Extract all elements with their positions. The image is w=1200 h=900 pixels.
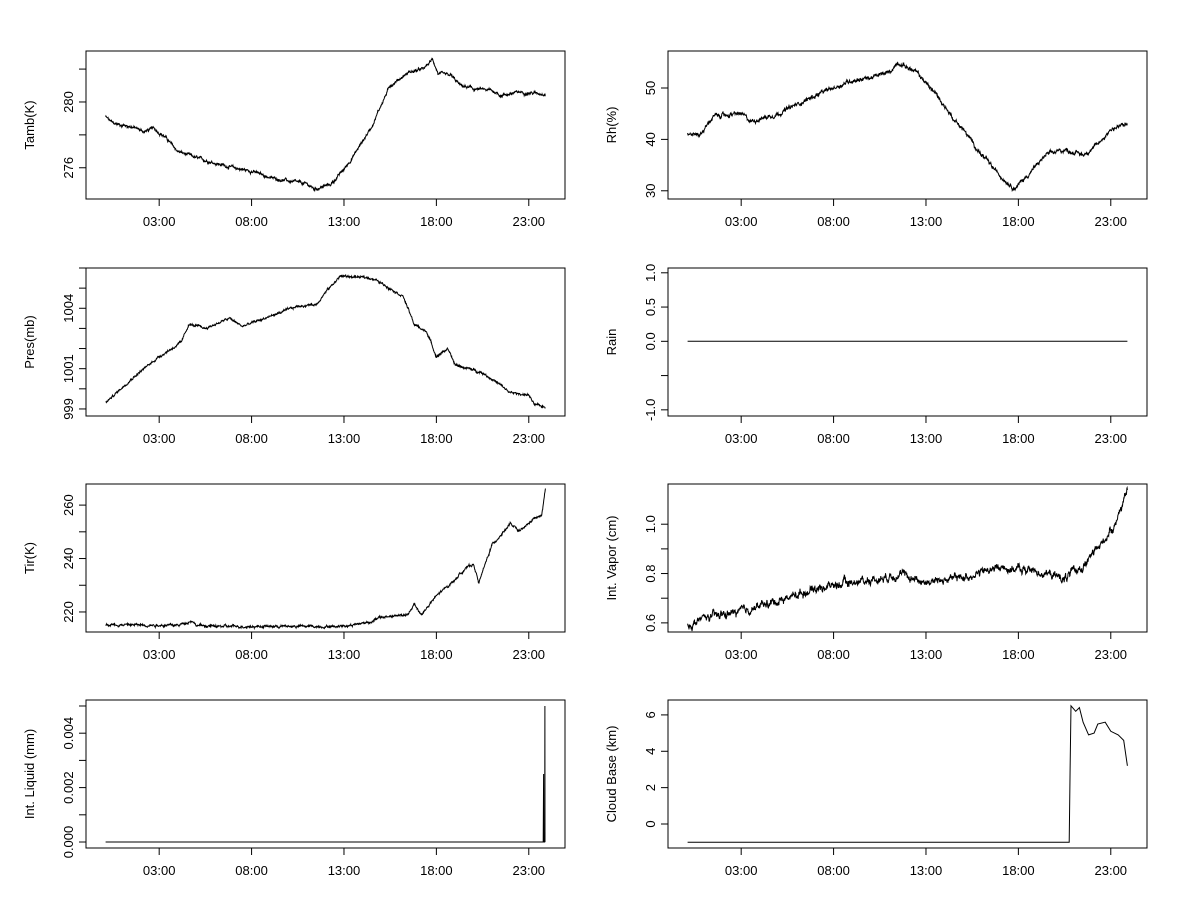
y-tick-label: -1.0 [643, 399, 658, 421]
series-line-pres [105, 274, 546, 409]
x-tick-label: 08:00 [817, 214, 850, 229]
x-tick-label: 18:00 [1002, 647, 1035, 662]
plot-frame [85, 699, 566, 849]
y-tick-label: 260 [61, 494, 76, 516]
x-tick-label: 08:00 [817, 431, 850, 446]
plot-frame [667, 50, 1148, 200]
panel-rain: 03:00 08:00 13:00 18:00 23:00 -1.0 0.0 0.5 1.0 Ra… [604, 264, 1148, 446]
x-tick-label: 18:00 [1002, 214, 1035, 229]
x-tick-label: 08:00 [235, 431, 268, 446]
x-tick-label: 23:00 [1095, 863, 1128, 878]
x-tick-label: 18:00 [420, 431, 453, 446]
x-tick-label: 13:00 [910, 647, 943, 662]
plot-frame [667, 267, 1148, 417]
y-tick-label: 280 [61, 91, 76, 113]
y-axis-label: Cloud Base (km) [604, 726, 619, 823]
x-tick-label: 03:00 [725, 431, 758, 446]
y-tick-label: 30 [643, 184, 658, 198]
y-tick-label: 2 [643, 784, 658, 791]
y-tick-label: 0.6 [643, 614, 658, 632]
series-line-tamb [105, 57, 546, 193]
x-tick-label: 03:00 [725, 647, 758, 662]
y-tick-label: 1004 [61, 294, 76, 323]
y-tick-label: 1.0 [643, 515, 658, 533]
x-tick-label: 18:00 [420, 214, 453, 229]
panel-cloudbase: 03:00 08:00 13:00 18:00 23:00 0 2 4 6 Cloud Base … [604, 699, 1148, 878]
y-axis-label: Int. Vapor (cm) [604, 515, 619, 600]
y-tick-label: 240 [61, 548, 76, 570]
x-tick-label: 23:00 [513, 647, 546, 662]
y-tick-label: 276 [61, 157, 76, 179]
y-tick-label: 40 [643, 132, 658, 146]
x-tick-label: 13:00 [910, 431, 943, 446]
x-tick-label: 18:00 [420, 863, 453, 878]
x-tick-label: 03:00 [143, 863, 176, 878]
x-tick-label: 08:00 [235, 647, 268, 662]
x-tick-label: 03:00 [725, 214, 758, 229]
x-tick-label: 23:00 [1095, 647, 1128, 662]
x-tick-label: 18:00 [1002, 431, 1035, 446]
y-tick-label: 0.004 [61, 717, 76, 750]
x-tick-label: 13:00 [328, 214, 361, 229]
panel-tamb: 03:00 08:00 13:00 18:00 23:00 276 280 Tamb(K) [22, 50, 566, 229]
x-tick-label: 08:00 [235, 863, 268, 878]
x-tick-label: 23:00 [1095, 431, 1128, 446]
x-tick-label: 23:00 [513, 863, 546, 878]
panel-rh: 03:00 08:00 13:00 18:00 23:00 30 40 50 Rh(%) [604, 50, 1148, 229]
y-tick-label: 1001 [61, 354, 76, 383]
y-tick-label: 0.002 [61, 771, 76, 804]
y-axis-label: Rain [604, 329, 619, 356]
y-tick-label: 0 [643, 820, 658, 827]
y-tick-label: 1.0 [643, 264, 658, 282]
y-tick-label: 0.000 [61, 826, 76, 859]
plot-frame [85, 267, 566, 417]
y-tick-label: 6 [643, 711, 658, 718]
y-tick-label: 0.8 [643, 565, 658, 583]
x-tick-label: 03:00 [143, 214, 176, 229]
plot-frame [85, 483, 566, 633]
y-tick-label: 4 [643, 748, 658, 755]
x-tick-label: 13:00 [328, 431, 361, 446]
x-tick-label: 13:00 [910, 863, 943, 878]
y-tick-label: 999 [61, 398, 76, 420]
plot-frame [667, 699, 1148, 849]
plot-frame [85, 50, 566, 200]
series-line-cloudbase [687, 704, 1128, 843]
y-axis-label: Pres(mb) [22, 315, 37, 368]
y-axis-label: Rh(%) [604, 107, 619, 144]
series-line-tir [105, 488, 546, 631]
series-line-liquid [105, 705, 546, 843]
panel-pres: 03:00 08:00 13:00 18:00 23:00 999 1001 1004 Pres… [22, 267, 566, 446]
x-tick-label: 03:00 [143, 431, 176, 446]
y-tick-label: 0.0 [643, 332, 658, 350]
y-axis-label: Int. Liquid (mm) [22, 729, 37, 819]
x-tick-label: 08:00 [817, 647, 850, 662]
y-axis-label: Tamb(K) [22, 100, 37, 149]
x-tick-label: 18:00 [1002, 863, 1035, 878]
x-tick-label: 13:00 [910, 214, 943, 229]
y-tick-label: 0.5 [643, 298, 658, 316]
y-tick-label: 220 [61, 601, 76, 623]
x-tick-label: 23:00 [1095, 214, 1128, 229]
y-tick-label: 50 [643, 81, 658, 95]
x-tick-label: 03:00 [143, 647, 176, 662]
x-tick-label: 23:00 [513, 431, 546, 446]
panel-liquid: 03:00 08:00 13:00 18:00 23:00 0.000 0.002 0.004… [22, 699, 566, 878]
x-tick-label: 08:00 [235, 214, 268, 229]
x-tick-label: 13:00 [328, 647, 361, 662]
x-tick-label: 13:00 [328, 863, 361, 878]
x-tick-label: 23:00 [513, 214, 546, 229]
series-line-rh [687, 61, 1128, 193]
x-tick-label: 03:00 [725, 863, 758, 878]
plot-frame [667, 483, 1148, 633]
panel-tir: 03:00 08:00 13:00 18:00 23:00 220 240 260 Tir(K) [22, 483, 566, 662]
y-axis-label: Tir(K) [22, 542, 37, 574]
x-tick-label: 08:00 [817, 863, 850, 878]
panel-vapor: 03:00 08:00 13:00 18:00 23:00 0.6 0.8 1.0 Int. V… [604, 483, 1148, 662]
series-line-vapor [687, 485, 1128, 632]
x-tick-label: 18:00 [420, 647, 453, 662]
